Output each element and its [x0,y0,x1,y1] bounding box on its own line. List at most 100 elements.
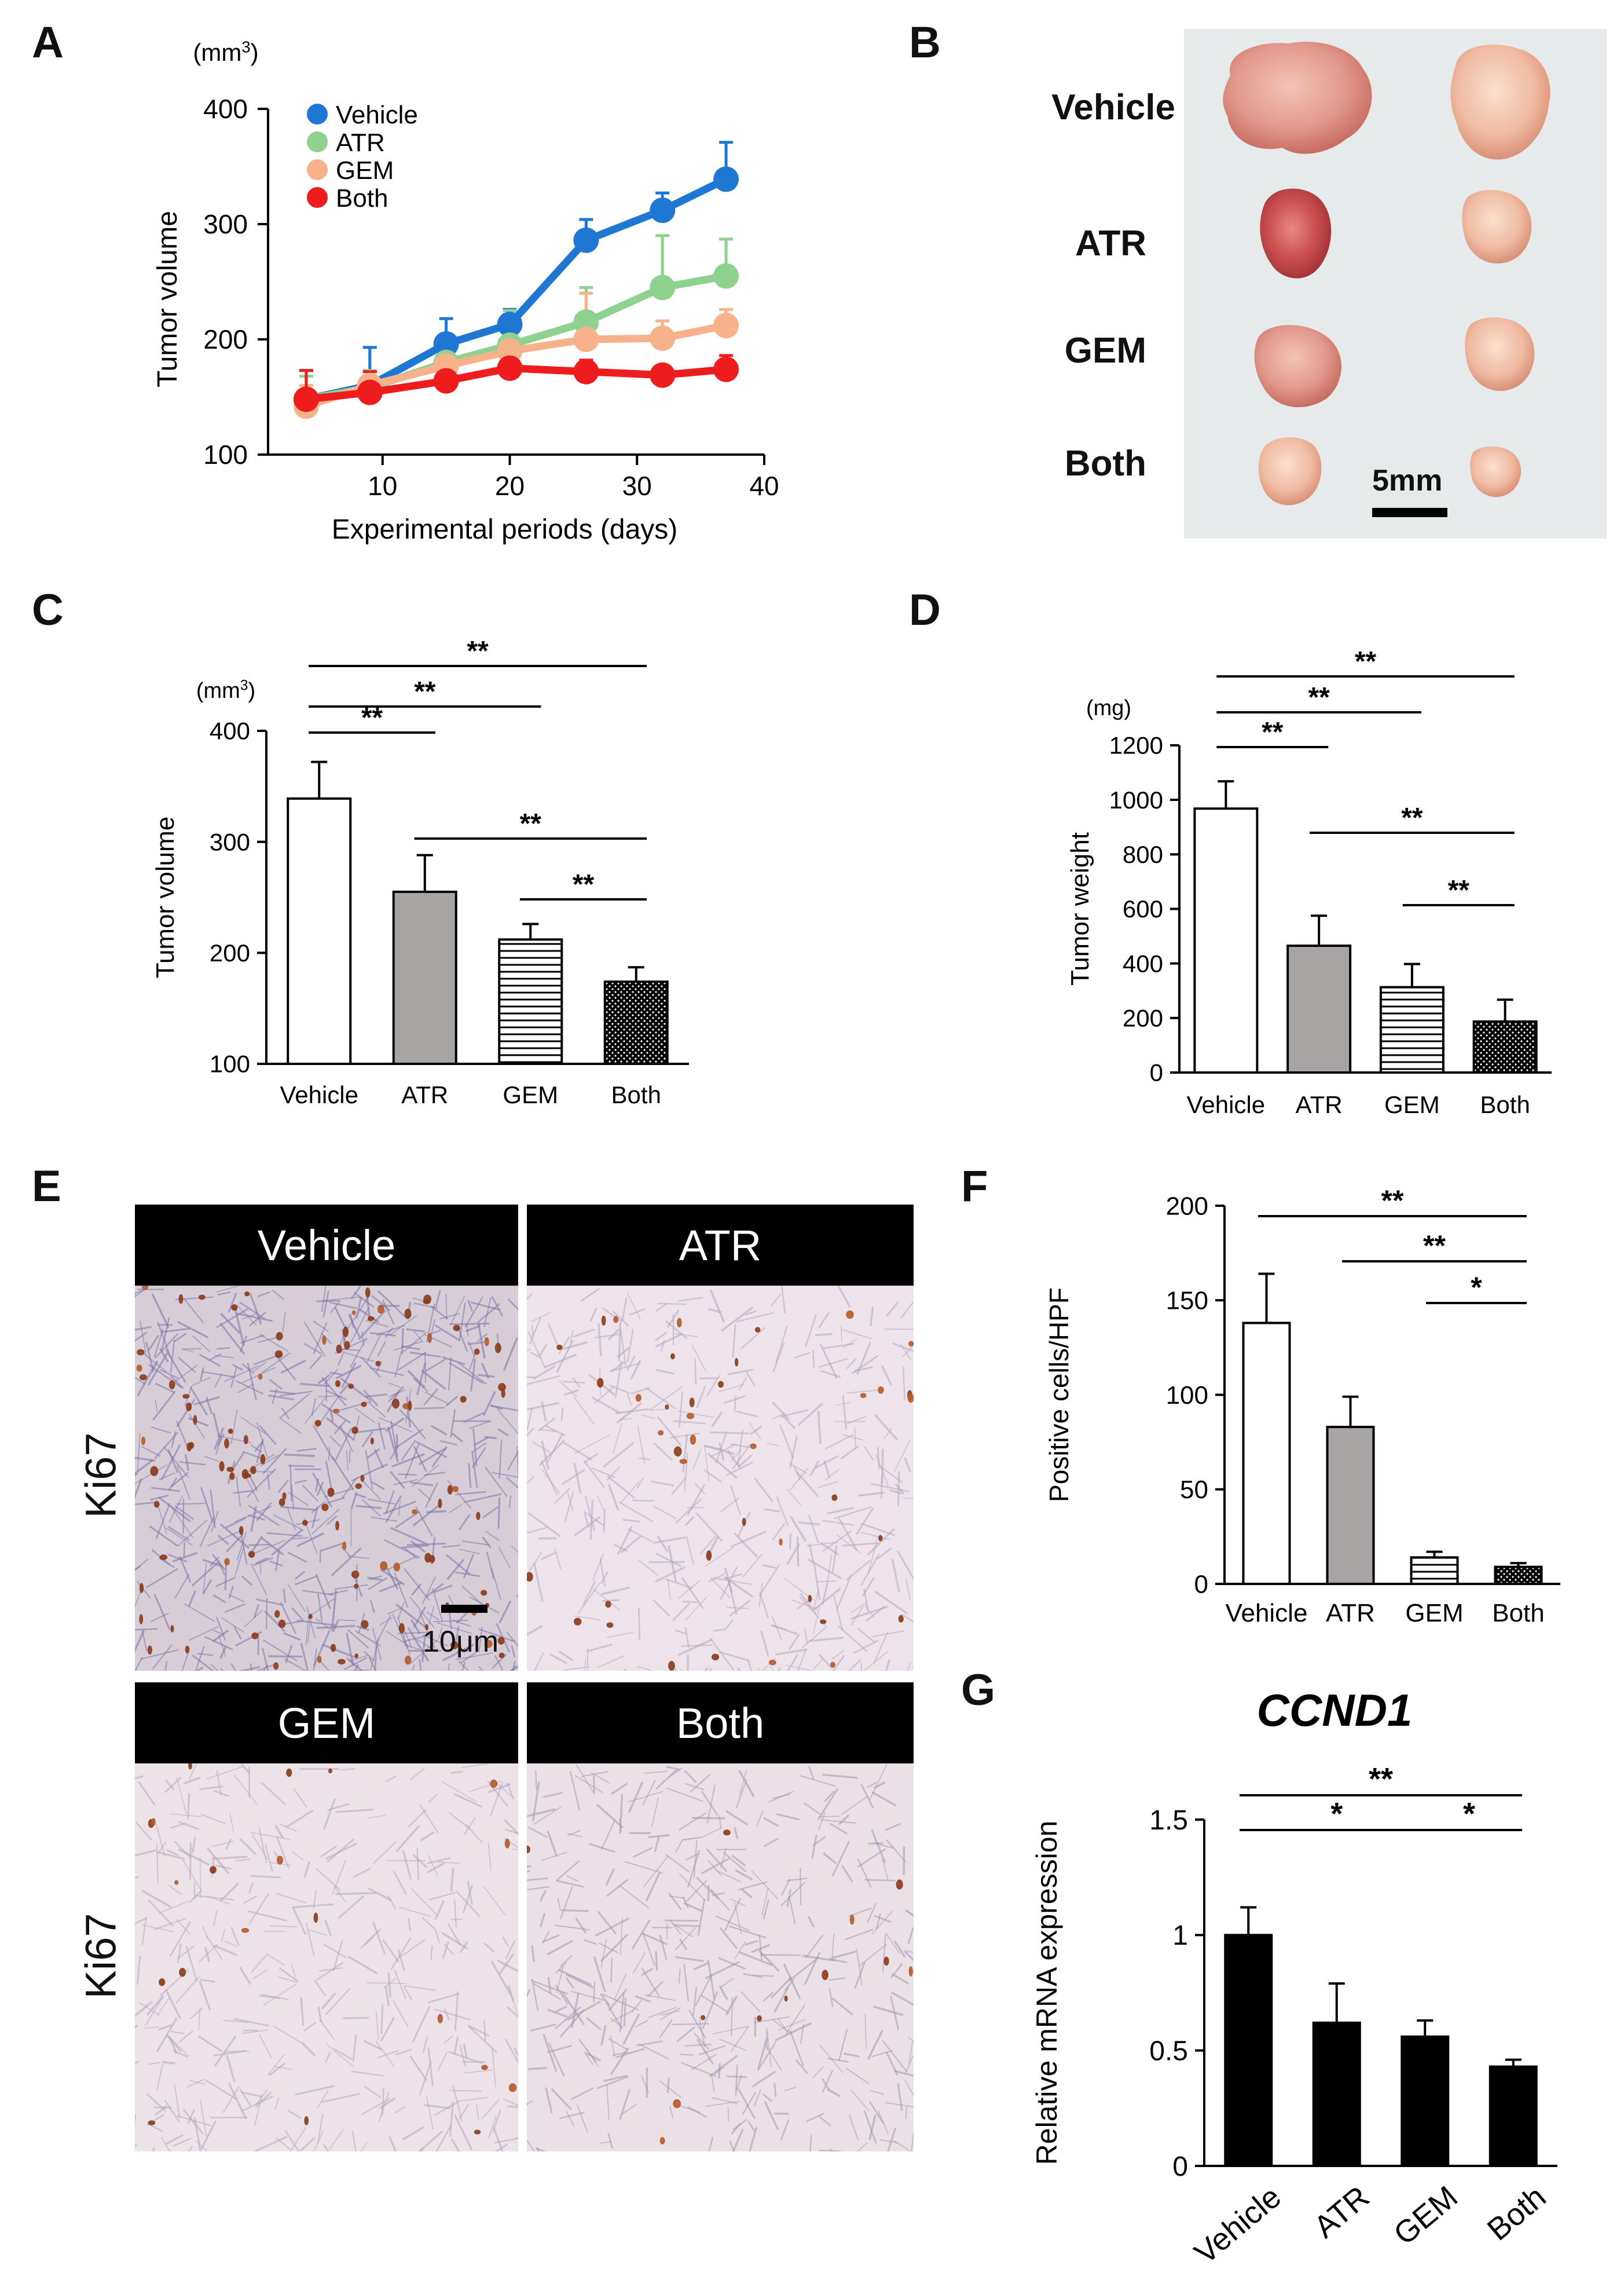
ihc-fiber [504,1818,518,1835]
ihc-nucleus [822,1970,829,1981]
ihc-fiber [382,1939,399,1963]
ihc-fiber [642,1779,656,1806]
ihc-fiber [449,2101,454,2137]
ihc-nucleus [168,1380,175,1389]
ihc-fiber [563,1666,591,1671]
ihc-fiber [908,2041,914,2064]
ihc-fiber [248,1540,285,1556]
ihc-fiber [665,1854,690,1873]
ihc-fiber [152,1390,176,1421]
ihc-fiber [533,1562,544,1602]
ihc-fiber [258,2034,273,2059]
ihc-fiber [401,1439,416,1461]
ihc-fiber [817,1411,822,1445]
ihc-fiber [395,2048,413,2056]
ihc-fiber [666,1787,704,1802]
ihc-fiber [411,1583,422,1596]
ihc-fiber [215,1286,240,1293]
ihc-fiber [211,1856,248,1860]
chart-title: CCND1 [1257,1685,1413,1736]
ihc-fiber [530,2023,556,2032]
ihc-fiber [829,1988,834,2007]
ihc-fiber [287,1551,307,1563]
ihc-fiber [780,1878,791,1896]
y-tick-label: 200 [1123,1005,1163,1032]
ihc-fiber [847,1389,879,1394]
ihc-fiber [316,1618,333,1632]
ihc-fiber [620,1535,641,1554]
ihc-fiber [236,1531,247,1561]
ihc-fiber [390,1527,427,1545]
ihc-fiber [273,2065,292,2070]
ihc-fiber [729,1600,751,1617]
ihc-fiber [812,1350,815,1368]
ihc-nucleus [188,1442,195,1449]
ihc-fiber [857,1848,886,1868]
ihc-fiber [414,1407,445,1410]
ihc-nucleus [210,1866,217,1874]
ihc-fiber [875,1454,889,1485]
ihc-fiber [778,2018,789,2033]
ihc-fiber [859,1944,887,1967]
ihc-fiber [338,1895,365,1919]
ihc-fiber [641,1933,668,1945]
ihc-fiber [165,1348,186,1383]
y-tick-label: 1000 [1109,786,1163,814]
ihc-fiber [708,2055,739,2078]
ihc-fiber [554,1924,591,1931]
ihc-fiber [163,1446,189,1478]
significance-label: ** [1355,646,1377,677]
ihc-fiber [868,2100,884,2124]
ihc-fiber [685,1596,707,1621]
ihc-fiber [366,1448,380,1459]
ihc-fiber [412,1464,439,1487]
ihc-nucleus [351,1426,358,1434]
ihc-fiber [406,1396,411,1428]
ihc-fiber [464,2069,493,2074]
ihc-fiber [418,1447,446,1465]
ihc-fiber [785,1664,814,1671]
ihc-fiber [843,2052,860,2058]
ihc-nucleus [229,1472,235,1480]
ihc-nucleus [498,1652,505,1659]
y-axis-label: Relative mRNA expression [1031,1821,1063,2165]
ihc-fiber [851,1606,864,1626]
ihc-nucleus [141,1286,149,1290]
ihc-fiber [851,1605,889,1620]
ihc-fiber [708,2136,714,2151]
ihc-fiber [177,1320,209,1339]
ihc-fiber [472,1428,478,1466]
data-point-vehicle [433,331,459,357]
ihc-fiber [560,1909,589,1912]
ihc-fiber [904,1950,914,1961]
ihc-nucleus [304,2116,309,2125]
ihc-fiber [877,1547,892,1560]
data-point-both [497,355,523,381]
ihc-fiber [390,1471,406,1489]
ihc-fiber [467,1880,473,1905]
ihc-fiber [684,2043,712,2047]
ihc-fiber [371,1481,385,1490]
ihc-fiber [177,1943,182,1964]
ihc-fiber [787,1654,799,1671]
ihc-fiber [171,1431,177,1448]
ihc-fiber [904,1909,914,1916]
ihc-fiber [893,1439,911,1473]
ihc-nucleus [375,1360,381,1367]
ihc-fiber [615,1408,649,1414]
ihc-fiber [593,1956,606,1992]
ihc-fiber [794,1352,811,1359]
ihc-fiber [442,1941,449,1959]
ihc-fiber [145,1568,178,1589]
ihc-fiber [409,1481,434,1487]
ihc-fiber [547,1977,552,1994]
ihc-fiber [825,1434,854,1450]
ihc-image-gem [135,1763,518,2151]
ihc-fiber [750,1426,762,1436]
ihc-fiber [434,1928,440,1944]
ihc-fiber [284,1453,315,1457]
ihc-nucleus [494,1342,501,1353]
ihc-fiber [713,1577,753,1585]
ihc-fiber [848,2114,859,2140]
ihc-fiber [467,1300,474,1312]
